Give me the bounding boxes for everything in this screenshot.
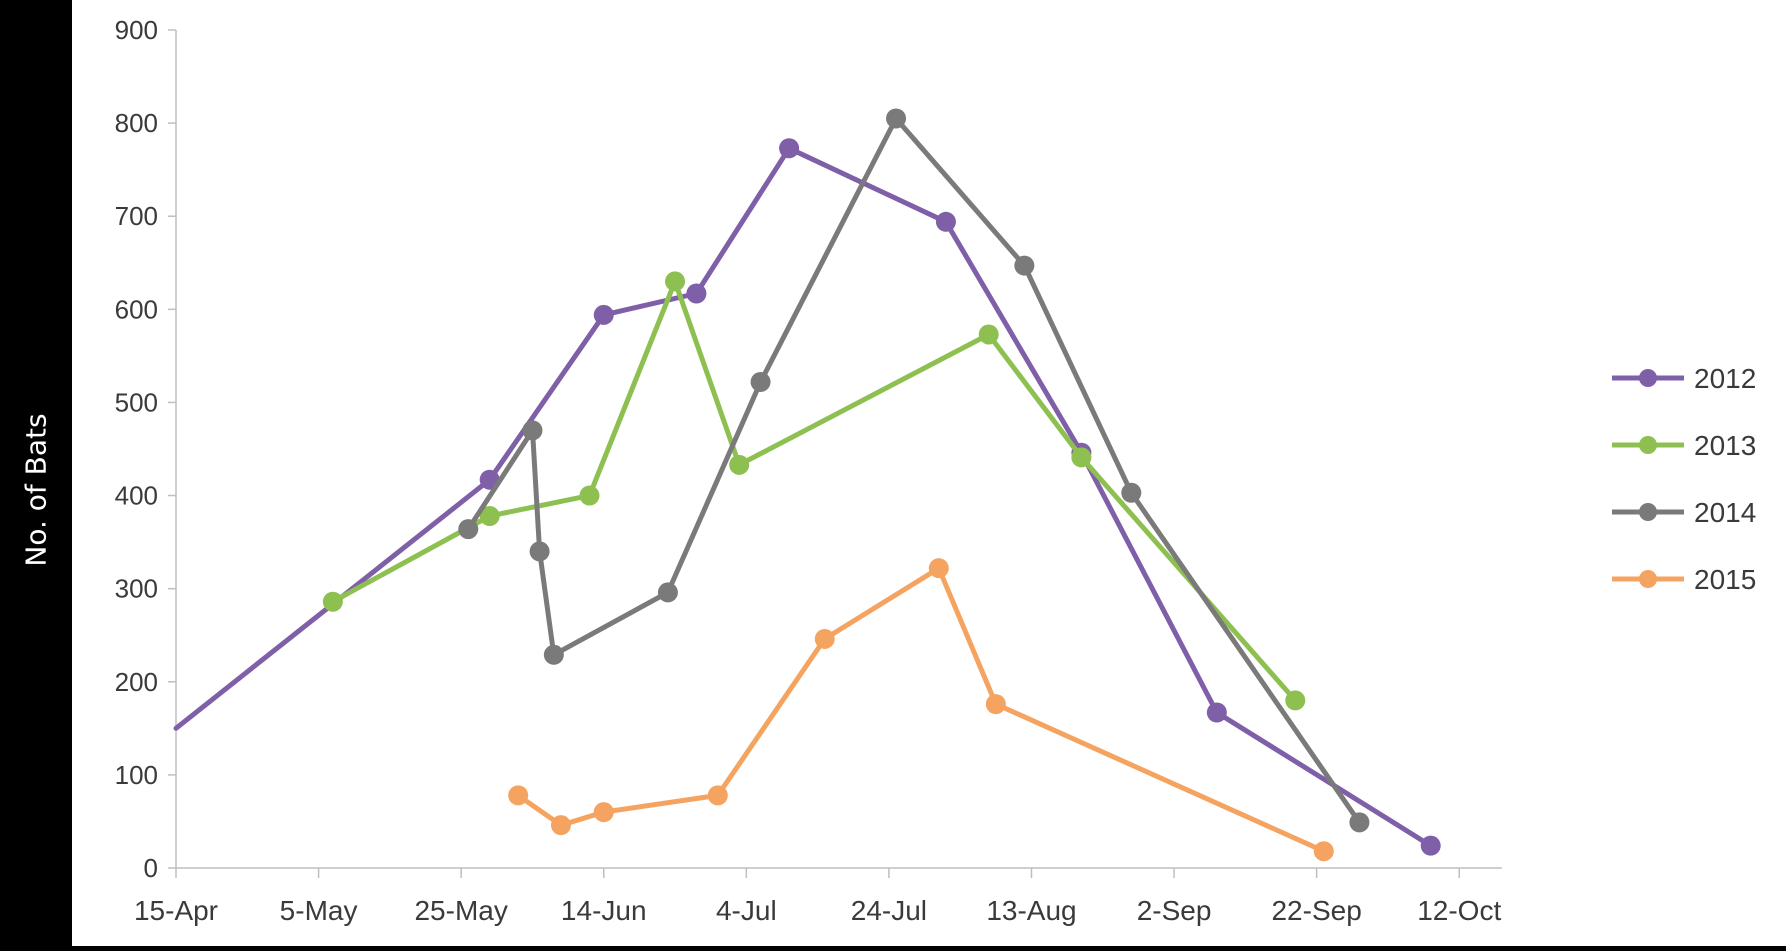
line-chart: 0 100 200 300 400 500 600 700 800 900 15-Apr 5-May 2…	[115, 15, 1757, 926]
axes: 0 100 200 300 400 500 600 700 800 900 15-Apr 5-May 2…	[115, 15, 1502, 926]
y-tick-label-600: 600	[115, 294, 158, 324]
x-tick-label-3: 14-Jun	[561, 895, 647, 926]
y-tick-label-200: 200	[115, 667, 158, 697]
legend-item-2012: 2012	[1612, 363, 1756, 394]
series-2013	[322, 271, 1306, 711]
x-tick-label-6: 13-Aug	[986, 895, 1076, 926]
legend-swatch-marker-2014	[1639, 503, 1657, 521]
point-2015-6	[985, 694, 1006, 715]
point-2015-7	[1313, 841, 1334, 862]
point-2013-1	[479, 506, 500, 527]
y-tick-label-500: 500	[115, 387, 158, 417]
point-2015-1	[550, 815, 571, 836]
legend-label-2013: 2013	[1694, 430, 1756, 461]
point-2014-6	[886, 108, 907, 129]
legend-item-2013: 2013	[1612, 430, 1756, 461]
point-2012-4	[779, 138, 800, 159]
legend-item-2014: 2014	[1612, 497, 1756, 528]
series-group	[173, 108, 1441, 862]
x-tick-label-4: 4-Jul	[716, 895, 777, 926]
x-tick-label-1: 5-May	[280, 895, 358, 926]
point-2013-6	[1071, 447, 1092, 468]
series-2014	[458, 108, 1370, 833]
point-2012-7	[1206, 702, 1227, 723]
y-tick-label-0: 0	[144, 853, 158, 883]
x-tick-label-7: 2-Sep	[1137, 895, 1212, 926]
y-tick-label-400: 400	[115, 481, 158, 511]
point-2014-9	[1349, 812, 1370, 833]
x-tick-label-8: 22-Sep	[1271, 895, 1361, 926]
point-2012-5	[935, 211, 956, 232]
x-tick-label-9: 12-Oct	[1417, 895, 1501, 926]
point-2013-2	[579, 485, 600, 506]
y-tick-label-300: 300	[115, 574, 158, 604]
point-2013-7	[1285, 690, 1306, 711]
x-tick-label-5: 24-Jul	[851, 895, 927, 926]
point-2015-0	[508, 785, 529, 806]
series-line-2014	[465, 116, 1362, 825]
point-2014-3	[543, 644, 564, 665]
point-2015-5	[928, 558, 949, 579]
point-2014-5	[750, 371, 771, 392]
series-2012	[173, 138, 1441, 856]
legend-label-2015: 2015	[1694, 564, 1756, 595]
legend-swatch-marker-2015	[1639, 570, 1657, 588]
point-2014-7	[1014, 255, 1035, 276]
y-tick-label-700: 700	[115, 201, 158, 231]
point-2013-0	[322, 591, 343, 612]
y-tick-label-900: 900	[115, 15, 158, 45]
legend-label-2014: 2014	[1694, 497, 1756, 528]
series-line-2012	[173, 145, 1434, 849]
series-line-2013	[330, 278, 1298, 703]
point-2015-2	[593, 802, 614, 823]
point-2015-3	[707, 785, 728, 806]
legend: 2012 2013 2014 2015	[1612, 363, 1756, 595]
chart-panel: 0 100 200 300 400 500 600 700 800 900 15-Apr 5-May 2…	[72, 0, 1786, 946]
x-tick-label-2: 25-May	[414, 895, 507, 926]
point-2014-4	[657, 582, 678, 603]
legend-item-2015: 2015	[1612, 564, 1756, 595]
series-2015	[508, 558, 1334, 862]
y-axis-label: No. of Bats	[19, 413, 53, 567]
point-2014-1	[522, 420, 543, 441]
legend-label-2012: 2012	[1694, 363, 1756, 394]
point-2013-3	[665, 271, 686, 292]
point-2012-8	[1420, 835, 1441, 856]
y-tick-label-800: 800	[115, 108, 158, 138]
point-2013-4	[729, 454, 750, 475]
legend-swatch-marker-2013	[1639, 436, 1657, 454]
point-2012-3	[686, 283, 707, 304]
legend-swatch-marker-2012	[1639, 369, 1657, 387]
point-2015-4	[814, 628, 835, 649]
point-2014-0	[458, 519, 479, 540]
point-2014-8	[1121, 482, 1142, 503]
x-tick-label-0: 15-Apr	[134, 895, 218, 926]
y-axis-label-band: No. of Bats	[0, 0, 72, 946]
y-tick-label-100: 100	[115, 760, 158, 790]
point-2012-2	[593, 304, 614, 325]
point-2014-2	[529, 541, 550, 562]
point-2013-5	[978, 324, 999, 345]
